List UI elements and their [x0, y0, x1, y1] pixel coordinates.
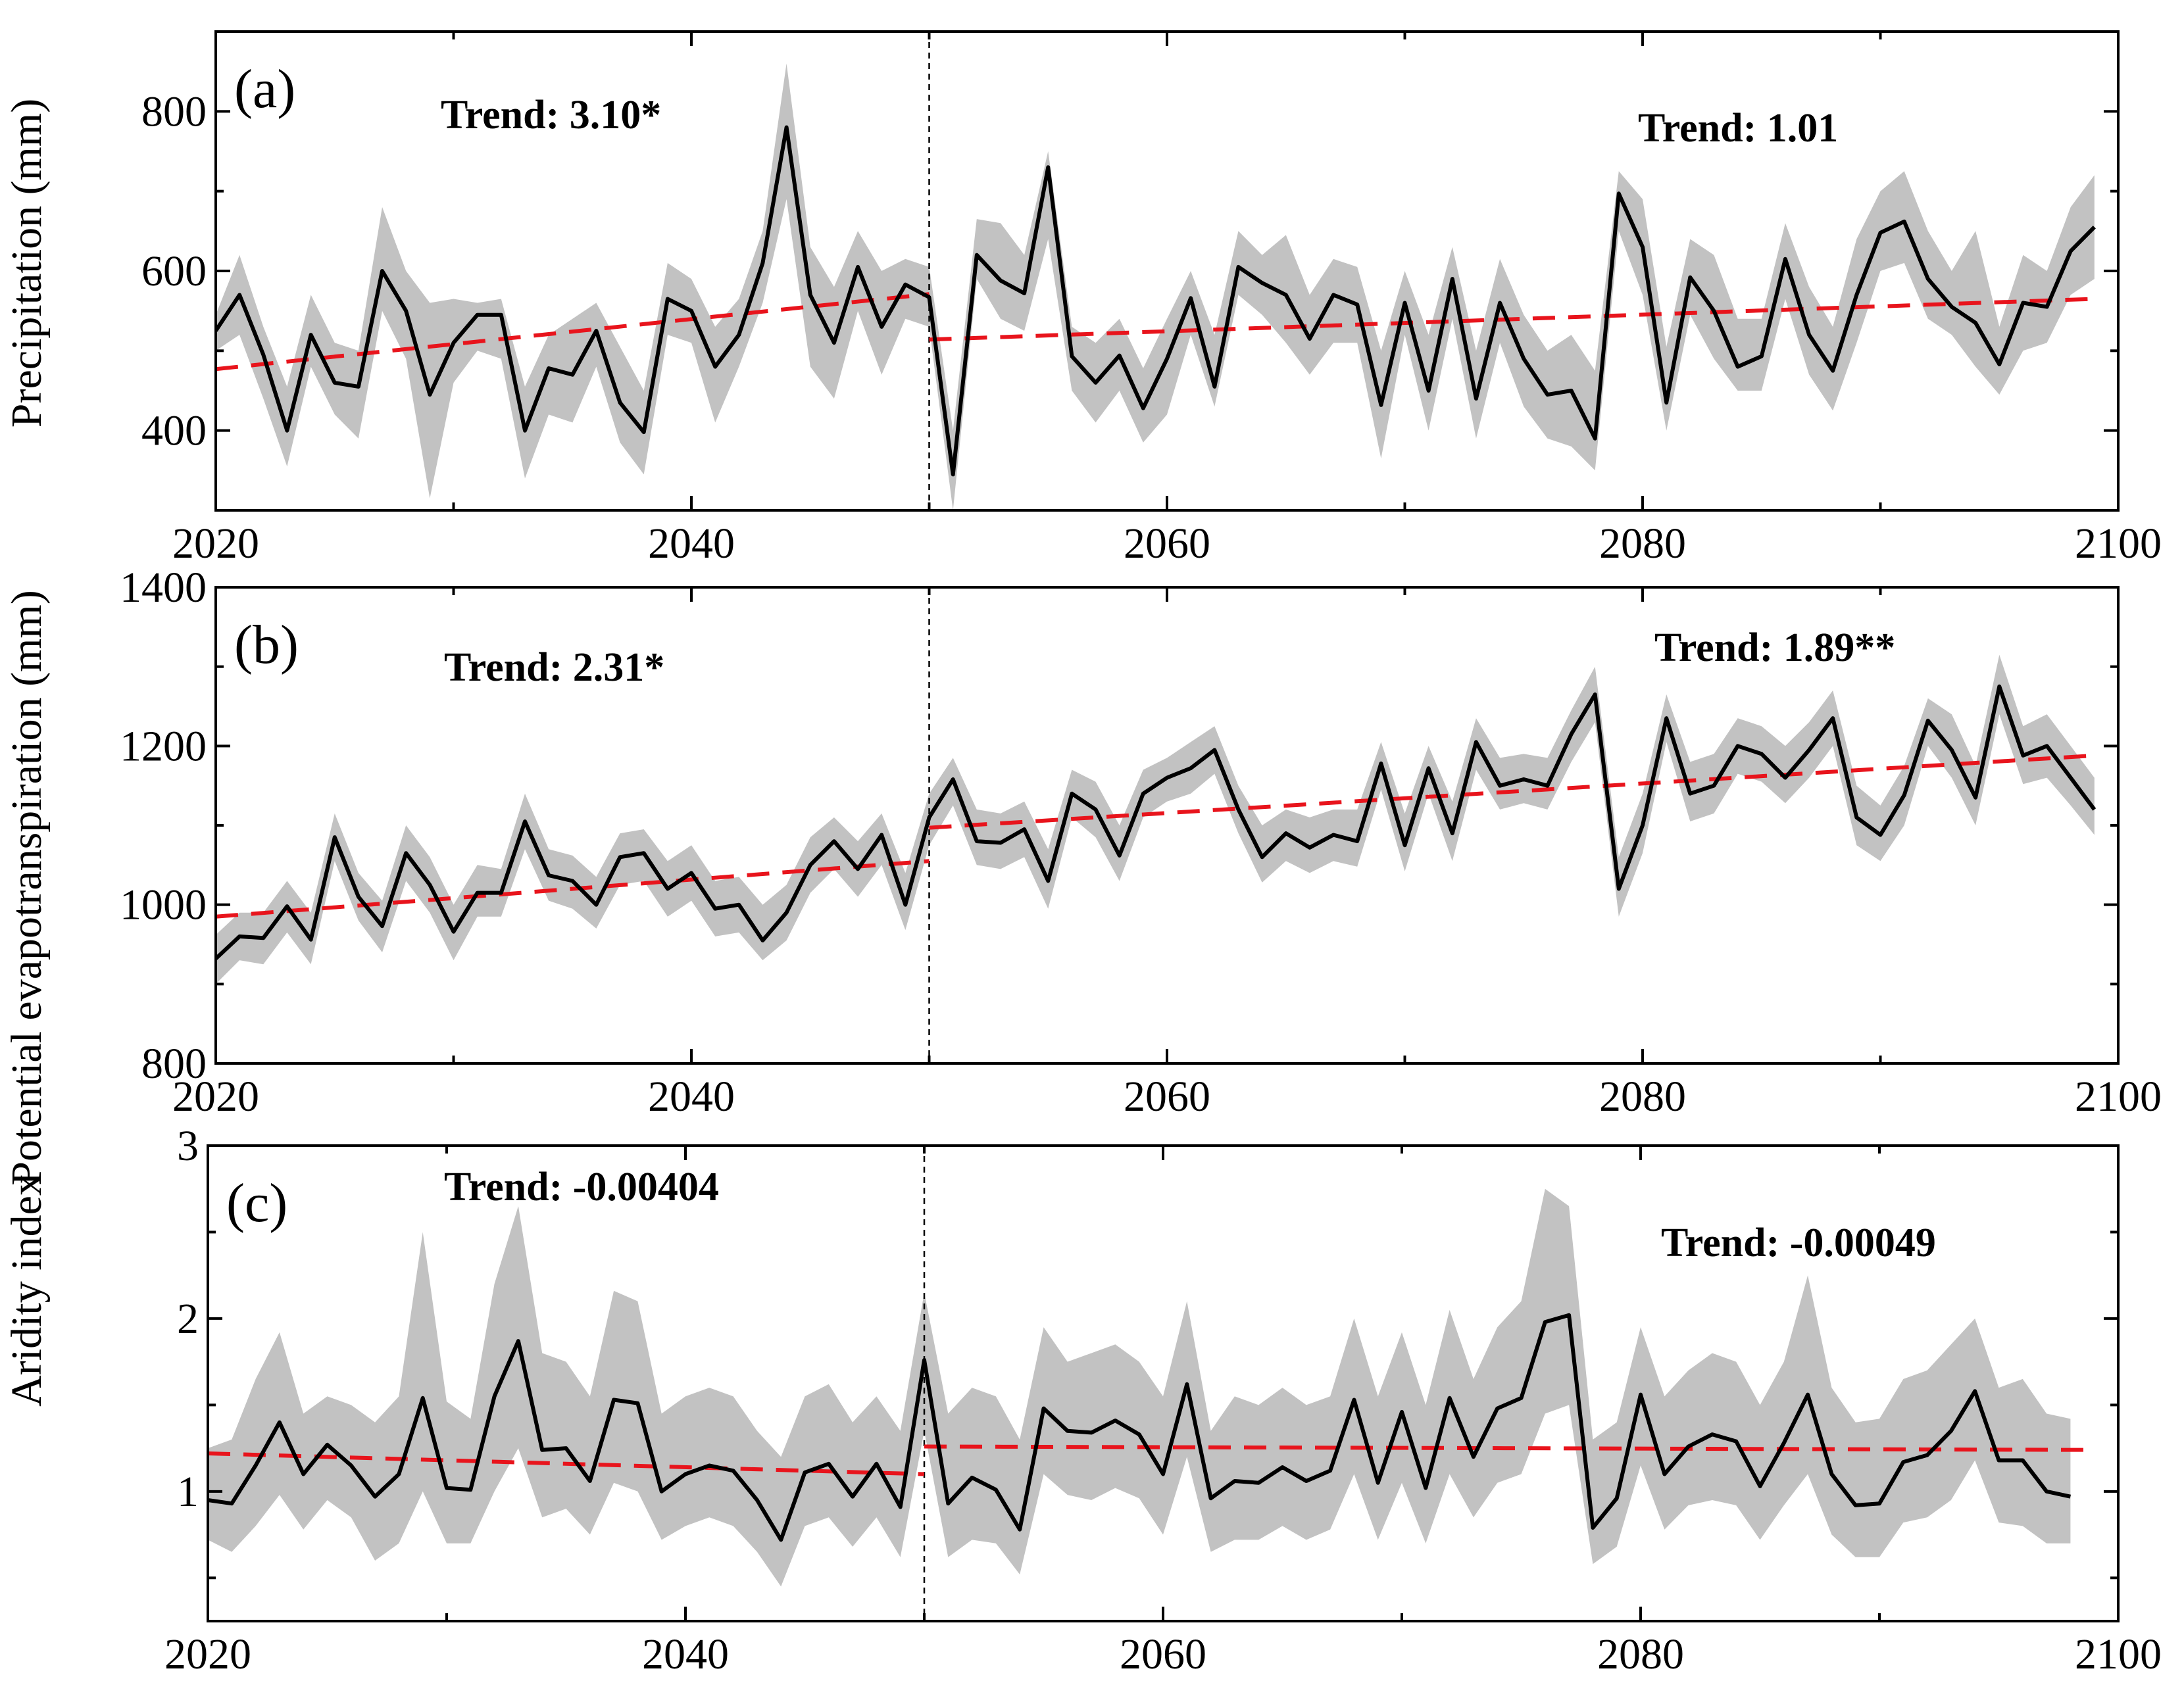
- y-tick-label: 3: [177, 1122, 199, 1170]
- x-tick-label: 2060: [1120, 1630, 1206, 1678]
- x-tick-label: 2100: [2075, 1630, 2162, 1678]
- uncertainty-band: [216, 63, 2095, 510]
- x-tick-label: 2080: [1599, 520, 1686, 568]
- trend-annotation-1: Trend: 1.01: [1638, 106, 1838, 151]
- trend-annotation-0: Trend: 3.10*: [441, 93, 661, 137]
- x-tick-label: 2020: [164, 1630, 251, 1678]
- trend-annotation-1: Trend: -0.00049: [1661, 1221, 1936, 1265]
- x-tick-label: 2080: [1599, 1073, 1686, 1121]
- x-tick-label: 2040: [642, 1630, 729, 1678]
- x-tick-label: 2100: [2075, 520, 2162, 568]
- y-tick-label: 1000: [120, 881, 207, 929]
- x-tick-label: 2040: [648, 1073, 735, 1121]
- y-axis-label: Aridity index: [3, 1174, 51, 1407]
- panel-2: 2020 2040 2060 2080 2100 1 2 3 Aridity index (c) T…: [3, 1122, 2162, 1678]
- series-line: [208, 1313, 2072, 1542]
- y-axis-label: Precipitation (mm): [3, 99, 51, 427]
- y-axis-label: Potential evapotranspiration (mm): [3, 590, 51, 1185]
- series-line: [216, 125, 2096, 477]
- x-tick-label: 2020: [172, 1073, 259, 1121]
- trend-line-1: [929, 297, 2095, 342]
- x-tick-label: 2100: [2075, 1073, 2162, 1121]
- trend-annotation-1: Trend: 1.89**: [1654, 625, 1895, 670]
- x-tick-label: 2040: [648, 520, 735, 568]
- y-tick-label: 600: [141, 247, 207, 295]
- y-tick-label: 400: [141, 407, 207, 455]
- uncertainty-band: [208, 1188, 2071, 1587]
- y-tick-label: 800: [141, 87, 207, 135]
- x-tick-label: 2080: [1597, 1630, 1684, 1678]
- y-tick-label: 2: [177, 1295, 199, 1343]
- y-tick-label: 1200: [120, 722, 207, 770]
- trend-line-1: [929, 753, 2095, 830]
- panel-1: 2020 2040 2060 2080 2100 800 1000 1200 1400 Poten…: [3, 564, 2162, 1186]
- plot-area: [208, 1146, 2095, 1621]
- panel-label: (a): [234, 59, 295, 120]
- trend-line-0: [216, 292, 930, 372]
- y-tick-label: 800: [141, 1040, 207, 1088]
- trend-line-0: [216, 859, 930, 919]
- panel-label: (b): [234, 614, 299, 675]
- uncertainty-band: [216, 654, 2095, 985]
- plot-area: [216, 587, 2097, 1063]
- panel-label: (c): [226, 1173, 287, 1234]
- y-tick-label: 1400: [120, 564, 207, 612]
- trend-line-0: [208, 1451, 925, 1476]
- x-tick-label: 2020: [172, 520, 259, 568]
- y-tick-label: 1: [177, 1468, 199, 1516]
- x-tick-label: 2060: [1124, 1073, 1210, 1121]
- trend-annotation-0: Trend: -0.00404: [444, 1165, 719, 1209]
- plot-area: [216, 32, 2096, 510]
- series-line: [216, 684, 2097, 960]
- panel-0: 2020 2040 2060 2080 2100 400 600 800 Precipitati…: [3, 30, 2162, 568]
- trend-annotation-0: Trend: 2.31*: [444, 645, 664, 690]
- x-tick-label: 2060: [1124, 520, 1210, 568]
- trend-line-1: [924, 1444, 2095, 1452]
